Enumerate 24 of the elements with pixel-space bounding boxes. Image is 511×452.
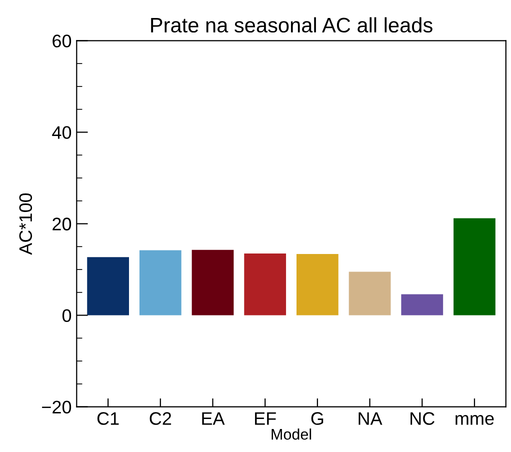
x-tick-label: G	[311, 412, 324, 425]
y-tick-label: 60	[52, 34, 72, 48]
y-tick-label: 20	[52, 218, 72, 230]
bar	[401, 294, 444, 316]
x-tick-label: NC	[410, 412, 434, 425]
x-tick-label: mme	[456, 415, 494, 425]
y-axis-title: AC*100	[19, 193, 32, 255]
bar	[454, 218, 496, 316]
x-tick-label: EA	[202, 412, 225, 425]
y-tick-label: 0	[62, 309, 72, 322]
x-tick-label: EF	[255, 412, 276, 425]
bar	[87, 257, 129, 316]
x-tick-label: C2	[150, 412, 172, 425]
x-tick-label: C1	[97, 412, 119, 425]
bar	[192, 250, 234, 316]
bar	[296, 254, 338, 316]
bar	[139, 250, 182, 316]
y-tick-label: −20	[42, 400, 72, 414]
chart-title: Prate na seasonal AC all leads	[151, 17, 432, 33]
bar	[348, 272, 391, 316]
x-axis-title: Model	[272, 428, 312, 440]
y-tick-label: 40	[52, 126, 72, 139]
bar	[244, 253, 286, 316]
x-tick-label: NA	[358, 412, 382, 425]
